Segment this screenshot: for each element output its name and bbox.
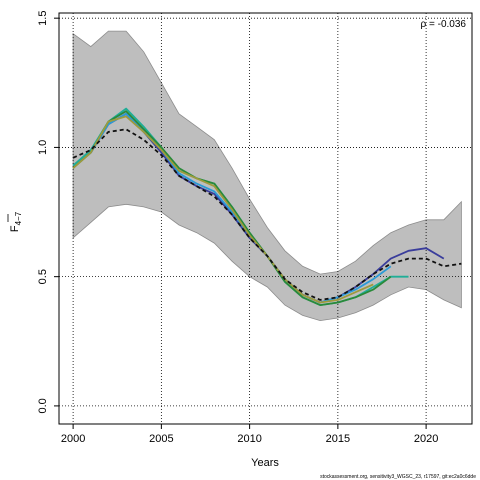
confidence-band	[72, 30, 462, 322]
y-tick-label: 0.5	[37, 269, 49, 284]
plot-frame	[58, 12, 473, 425]
y-tick-label: 1.5	[37, 11, 49, 26]
series-line-6	[72, 128, 462, 301]
x-tick-label: 2005	[149, 433, 173, 445]
y-axis-label: F4−7	[9, 211, 23, 232]
x-axis: 2000 2005 2010 2015 2020	[61, 424, 438, 445]
x-axis-label: Years	[251, 457, 279, 469]
y-axis-label-main: F	[9, 225, 21, 232]
rho-annotation: ρ = -0.036	[421, 19, 467, 30]
y-tick-label: 1.0	[37, 140, 49, 155]
x-tick-label: 2010	[237, 433, 261, 445]
footer-credit: stockassessment.org, sensitivity3_WGSC_2…	[320, 474, 476, 480]
y-axis: 0.0 0.5 1.0 1.5	[37, 11, 59, 414]
x-tick-label: 2000	[61, 433, 85, 445]
series-line-4	[72, 110, 392, 307]
series-line-2	[72, 112, 392, 304]
x-tick-label: 2020	[414, 433, 438, 445]
x-tick-label: 2015	[326, 433, 350, 445]
confidence-band-layer	[72, 30, 462, 322]
series-line-5	[72, 115, 374, 304]
y-axis-label-group: F4−7	[9, 211, 23, 232]
grid-layer	[59, 13, 472, 424]
y-tick-label: 0.0	[37, 398, 49, 413]
y-axis-label-subscript: 4−7	[14, 211, 23, 225]
series-layer	[72, 107, 462, 307]
